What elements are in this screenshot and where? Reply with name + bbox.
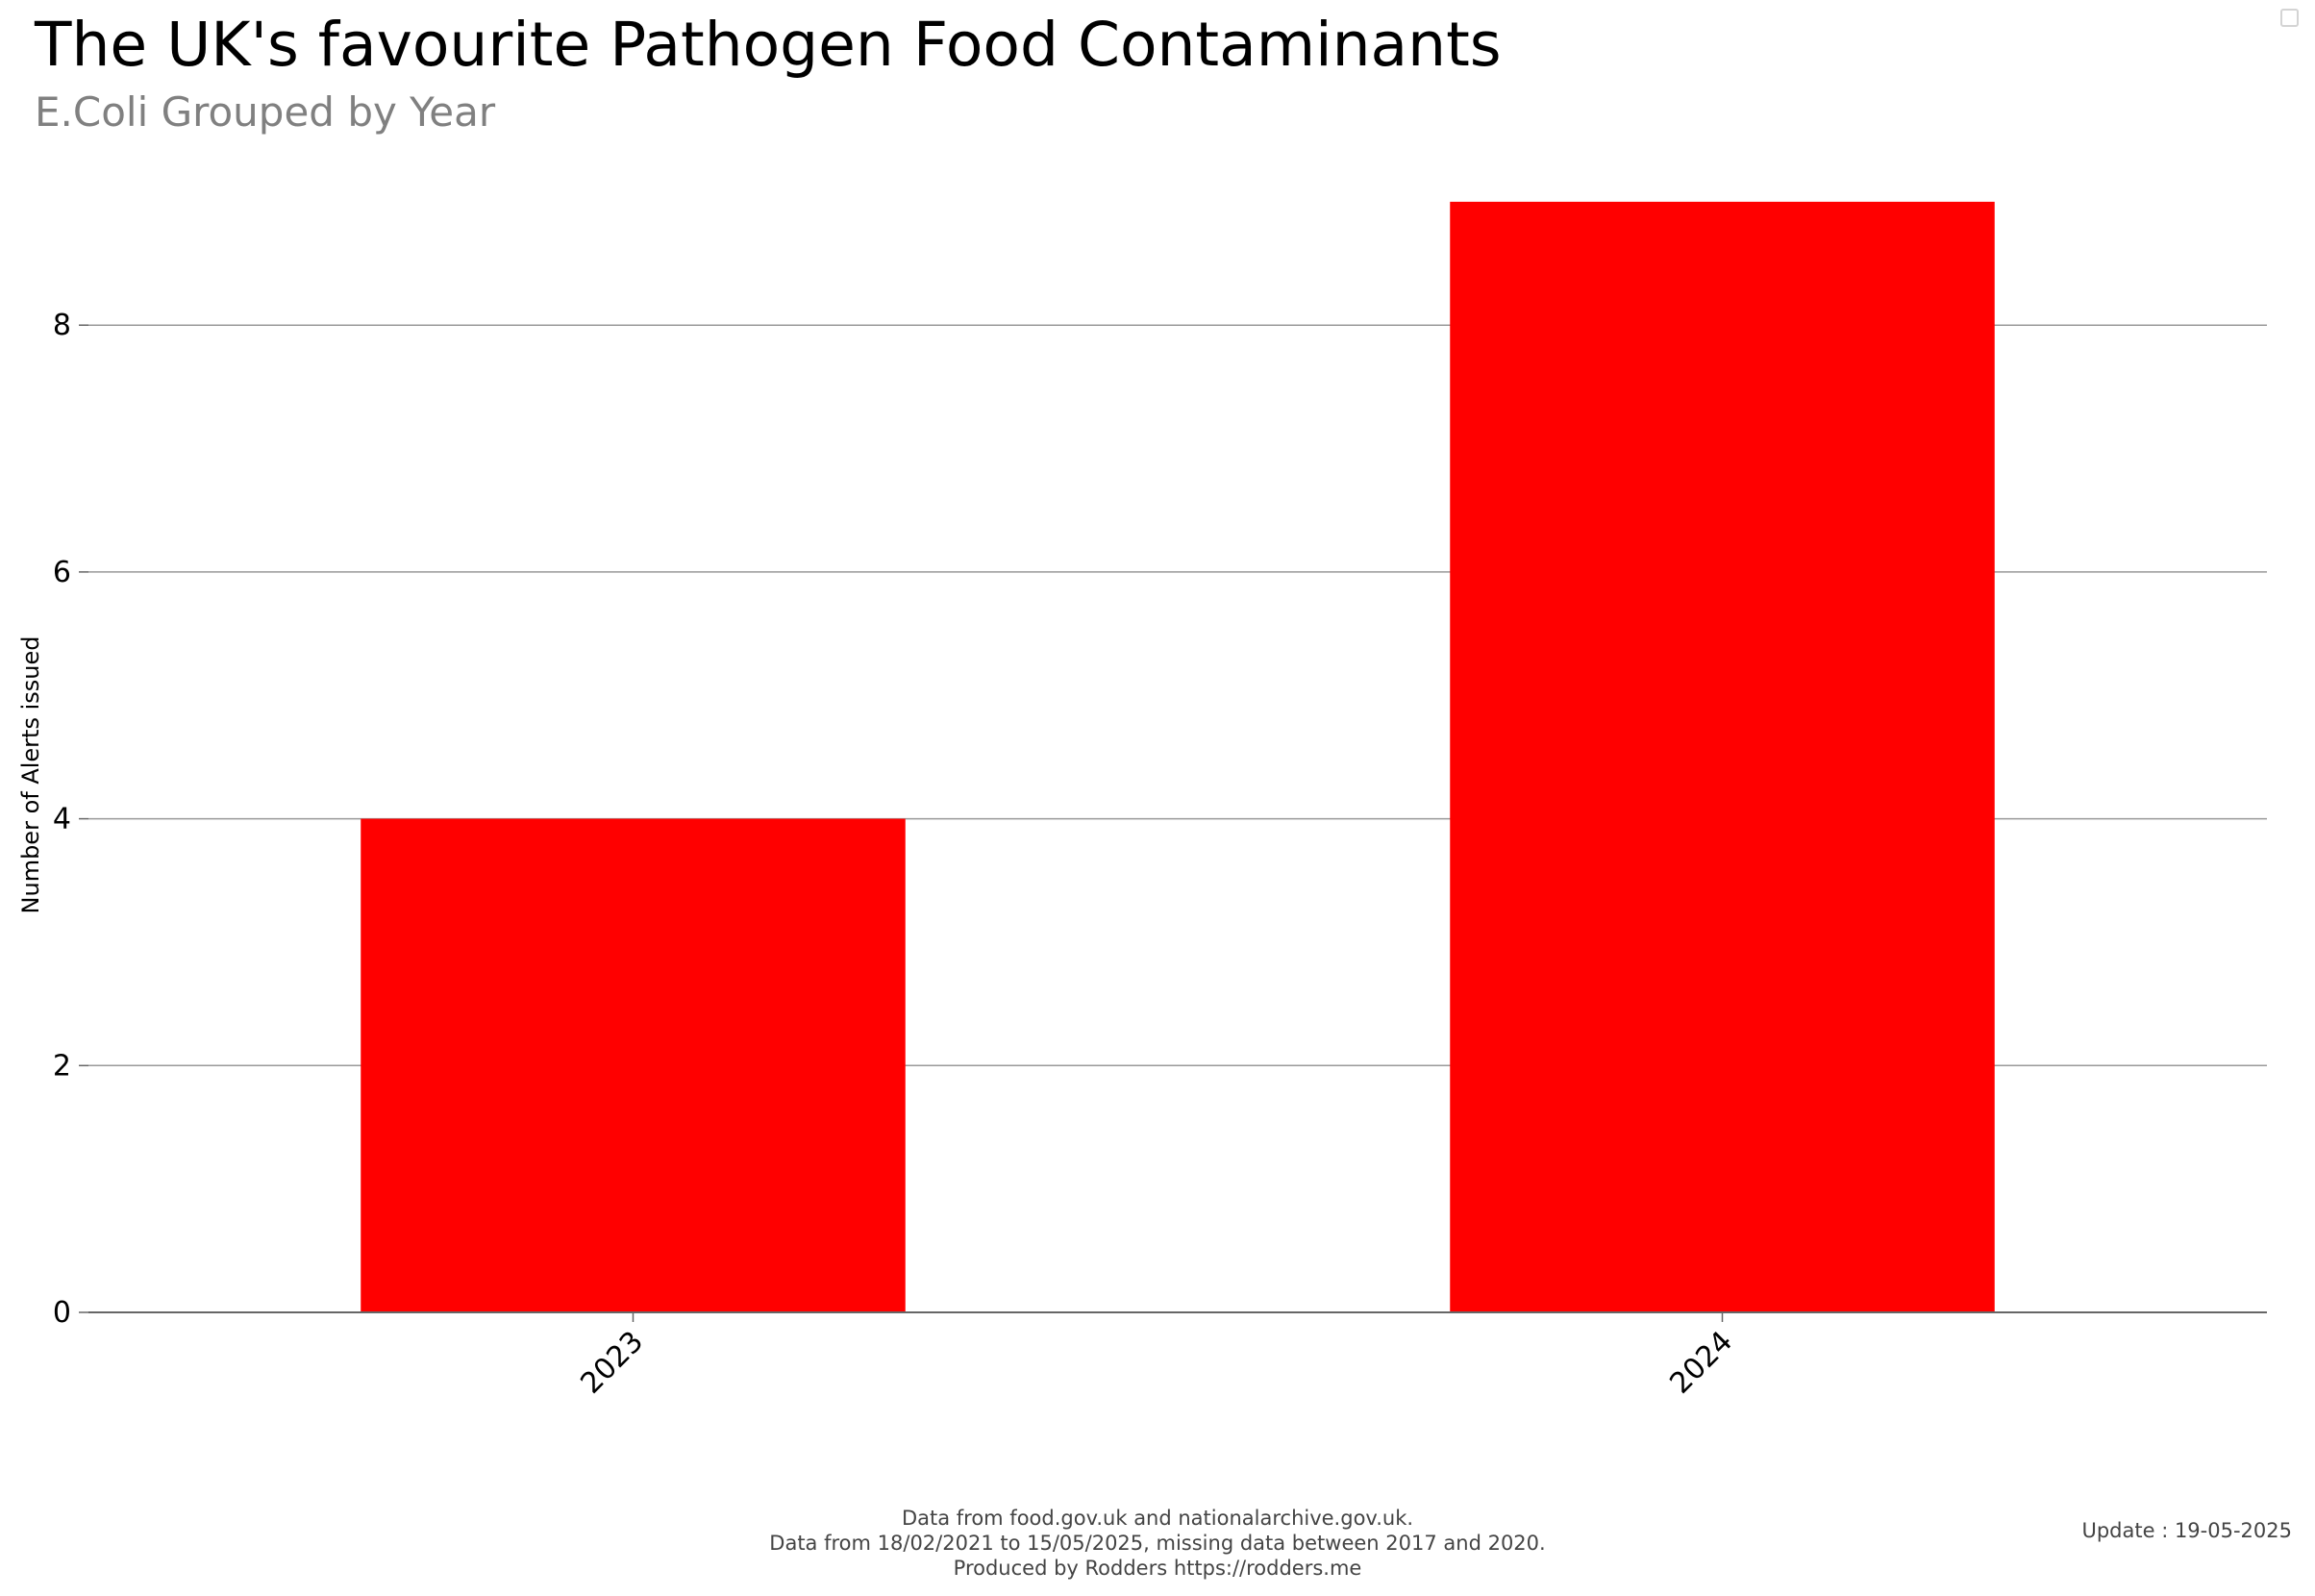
x-tick-label: 2023 [574,1325,650,1401]
update-date: Update : 19-05-2025 [2081,1519,2292,1542]
footer-source: Data from food.gov.uk and nationalarchiv… [901,1507,1414,1530]
footer-notes: Data from food.gov.uk and nationalarchiv… [0,1506,2315,1581]
y-tick-label: 2 [53,1049,71,1083]
x-tick-label: 2024 [1663,1325,1739,1401]
y-axis-label: Number of Alerts issued [17,636,44,914]
bar-2024[interactable] [1450,201,1995,1313]
footer-range: Data from 18/02/2021 to 15/05/2025, miss… [769,1532,1546,1555]
chart-title: The UK's favourite Pathogen Food Contami… [35,10,1502,80]
legend-toggle[interactable] [2280,9,2299,27]
footer-credit[interactable]: Produced by Rodders https://rodders.me [953,1557,1362,1580]
bars [361,201,1995,1313]
y-tick-label: 6 [53,556,71,589]
y-tick-label: 4 [53,803,71,836]
y-tick-label: 8 [53,309,71,342]
bar-2023[interactable] [361,818,906,1312]
y-tick-label: 0 [53,1296,71,1330]
chart-subtitle: E.Coli Grouped by Year [35,88,496,136]
